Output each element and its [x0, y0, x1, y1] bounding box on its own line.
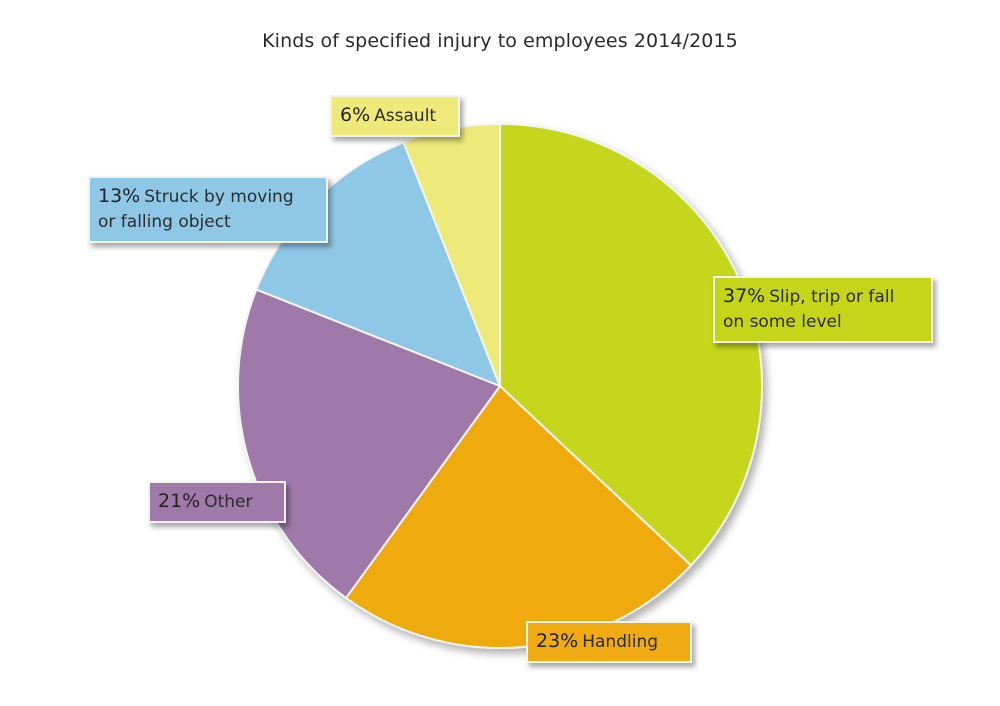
label-struck-by-object: 13% Struck by moving or falling object — [88, 176, 328, 243]
label-other: 21% Other — [148, 481, 286, 523]
pie-slice-other — [237, 288, 502, 600]
label-assault: 6% Assault — [330, 95, 460, 137]
label-slip-trip-fall: 37% Slip, trip or fall on some level — [713, 276, 933, 343]
label-handling: 23% Handling — [526, 621, 692, 663]
pie-slice-handling — [344, 384, 693, 649]
chart-title: Kinds of specified injury to employees 2… — [262, 30, 738, 52]
